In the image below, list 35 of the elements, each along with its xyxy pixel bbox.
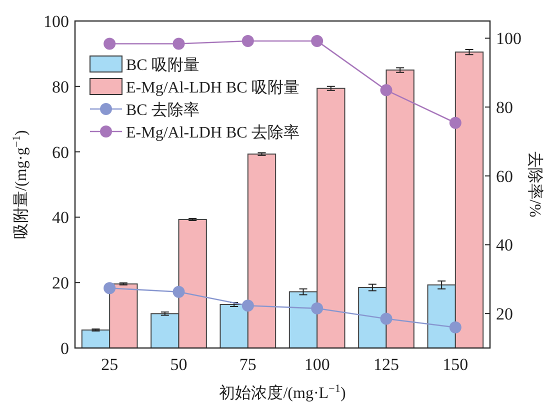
y2-tick-label: 100 xyxy=(496,29,522,48)
y-tick-label: 0 xyxy=(60,339,69,358)
x-axis-title: 初始浓度/(mg·L$^{−1}$) xyxy=(219,383,346,402)
point xyxy=(242,300,254,312)
y2-axis-title: 去除率/% xyxy=(526,152,544,218)
point xyxy=(104,282,116,294)
y2-tick-label: 80 xyxy=(496,98,513,118)
legend-label: E-Mg/Al-LDH BC 吸附量 xyxy=(126,80,300,96)
y-tick-label: 20 xyxy=(52,274,69,293)
point xyxy=(104,38,116,50)
x-tick-label: 100 xyxy=(304,355,330,374)
legend-label: BC 吸附量 xyxy=(126,57,200,74)
y2-tick-label: 40 xyxy=(496,236,513,255)
point xyxy=(311,302,324,314)
point xyxy=(449,116,462,129)
y-tick-label: 100 xyxy=(44,12,69,31)
x-tick-label: 75 xyxy=(239,355,256,374)
legend-label: BC 去除率 xyxy=(126,101,200,119)
x-tick-label: 125 xyxy=(374,355,399,374)
legend-label: E-Mg/Al-LDH BC 去除率 xyxy=(126,124,300,142)
point xyxy=(380,312,392,325)
y-tick-label: 40 xyxy=(52,208,69,228)
y-tick-label: 80 xyxy=(52,77,69,96)
point xyxy=(242,34,254,47)
point xyxy=(449,321,462,334)
y2-tick-label: 60 xyxy=(496,166,513,186)
point xyxy=(172,286,185,298)
y2-tick-label: 20 xyxy=(496,304,513,324)
point xyxy=(311,34,324,47)
point xyxy=(172,38,185,50)
x-tick-label: 50 xyxy=(170,355,188,374)
y-tick-label: 60 xyxy=(52,142,69,162)
x-tick-label: 150 xyxy=(442,355,468,374)
x-tick-label: 25 xyxy=(101,355,118,374)
point xyxy=(380,84,392,96)
